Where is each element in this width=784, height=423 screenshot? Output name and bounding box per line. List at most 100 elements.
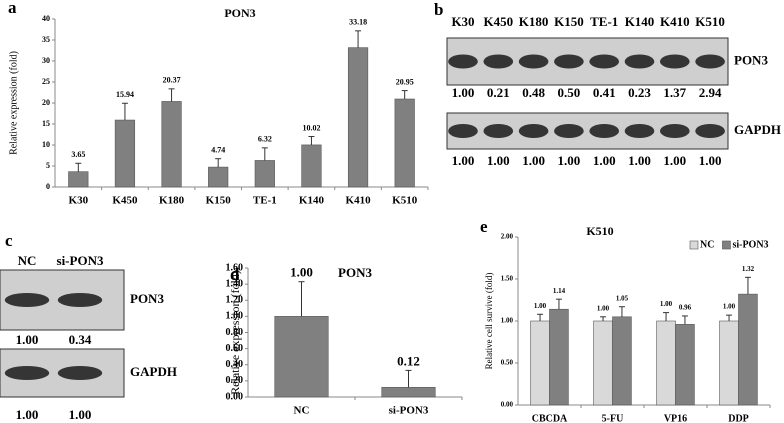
y-tick-label: 1.20 xyxy=(226,295,244,306)
y-tick-label: 5 xyxy=(46,161,50,170)
lane-label: NC xyxy=(18,253,37,268)
band-value: 1.00 xyxy=(452,153,475,168)
band-value: 0.48 xyxy=(522,85,545,100)
lane-label: K140 xyxy=(625,14,655,29)
y-tick-label: 0.50 xyxy=(501,359,514,367)
chart-title: PON3 xyxy=(338,265,372,280)
value-label: 1.14 xyxy=(553,287,566,295)
x-tick-label: K450 xyxy=(112,195,138,207)
error-bar xyxy=(215,158,222,168)
bar xyxy=(394,98,415,188)
y-tick-label: 40 xyxy=(42,14,50,23)
error-bar xyxy=(405,369,412,388)
band-value: 1.00 xyxy=(663,153,686,168)
error-bar xyxy=(726,314,733,321)
legend-swatch xyxy=(689,240,699,250)
error-bar xyxy=(261,147,268,161)
x-tick-label: K140 xyxy=(299,195,325,207)
band-value: 1.00 xyxy=(558,153,581,168)
value-label: 3.65 xyxy=(71,150,85,159)
band-value: 1.00 xyxy=(628,153,651,168)
bar xyxy=(675,324,695,406)
error-bar xyxy=(298,281,305,317)
band-value: 1.00 xyxy=(16,407,39,422)
blot-band xyxy=(4,293,50,307)
band-value: 0.34 xyxy=(69,332,92,347)
y-tick-label: 0 xyxy=(46,182,50,191)
band-value: 1.00 xyxy=(69,407,92,422)
bar xyxy=(274,316,329,398)
x-tick-label: K510 xyxy=(392,195,418,207)
band-value: 1.00 xyxy=(16,332,39,347)
bar xyxy=(612,316,632,406)
chart-title: PON3 xyxy=(224,6,255,20)
bar xyxy=(593,320,613,406)
panel-label: e xyxy=(480,217,488,236)
blot-band xyxy=(624,124,655,138)
lane-label: K410 xyxy=(660,14,690,29)
y-tick-label: 1.40 xyxy=(226,278,244,289)
panel-label: c xyxy=(5,231,13,250)
error-bar xyxy=(618,306,625,317)
band-value: 1.00 xyxy=(699,153,722,168)
error-bar xyxy=(555,298,562,310)
row-label: PON3 xyxy=(130,291,164,306)
x-tick-label: DDP xyxy=(728,413,749,423)
x-tick-label: K180 xyxy=(159,195,185,207)
bar xyxy=(301,144,322,188)
x-tick-label: K410 xyxy=(346,195,372,207)
y-tick-label: 30 xyxy=(42,56,50,65)
bar xyxy=(381,387,436,398)
band-value: 0.50 xyxy=(558,85,581,100)
error-bar xyxy=(355,30,362,48)
blot-band xyxy=(554,54,584,69)
value-label: 6.32 xyxy=(258,135,272,144)
blot-band xyxy=(695,124,725,138)
band-value: 1.00 xyxy=(522,153,545,168)
band-value: 1.00 xyxy=(487,153,510,168)
value-label: 1.32 xyxy=(742,265,755,273)
lane-label: K510 xyxy=(695,14,725,29)
x-tick-label: si-PON3 xyxy=(389,405,429,417)
value-label: 0.96 xyxy=(679,304,692,312)
blot-band xyxy=(695,54,725,69)
value-label: 20.95 xyxy=(396,77,414,86)
blot-band xyxy=(659,124,690,138)
lane-label: K180 xyxy=(519,14,549,29)
error-bar xyxy=(681,315,688,325)
value-label: 1.00 xyxy=(660,300,673,308)
value-label: 1.00 xyxy=(534,302,547,310)
blot-band xyxy=(483,124,514,138)
bar xyxy=(738,293,758,406)
value-label: 1.00 xyxy=(597,304,610,312)
lane-label: si-PON3 xyxy=(57,253,104,268)
blot-band xyxy=(483,54,514,69)
bar xyxy=(254,160,275,188)
x-tick-label: 5-FU xyxy=(602,413,624,423)
legend-swatch xyxy=(722,240,731,250)
blot-band xyxy=(518,124,549,138)
bar xyxy=(161,101,182,188)
blot-band xyxy=(4,366,50,380)
blot-band xyxy=(554,124,584,138)
error-bar xyxy=(75,162,82,172)
bar xyxy=(656,320,676,406)
y-axis-label: Relative cell survive (fold) xyxy=(484,273,494,370)
row-label: PON3 xyxy=(734,52,768,67)
value-label: 1.00 xyxy=(290,265,313,280)
blot-band xyxy=(57,293,103,307)
y-tick-label: 0.00 xyxy=(501,401,514,409)
legend-label: si-PON3 xyxy=(732,239,768,250)
y-tick-label: 0.40 xyxy=(226,359,244,370)
y-tick-label: 15 xyxy=(42,119,50,128)
y-tick-label: 1.50 xyxy=(501,275,514,283)
lane-label: K150 xyxy=(554,14,584,29)
band-value: 0.41 xyxy=(593,85,616,100)
y-tick-label: 0.20 xyxy=(226,375,244,386)
y-tick-label: 25 xyxy=(42,77,50,86)
blot-band xyxy=(589,124,620,138)
lane-label: K30 xyxy=(451,14,474,29)
y-tick-label: 1.00 xyxy=(501,317,514,325)
blot-band xyxy=(448,54,478,69)
